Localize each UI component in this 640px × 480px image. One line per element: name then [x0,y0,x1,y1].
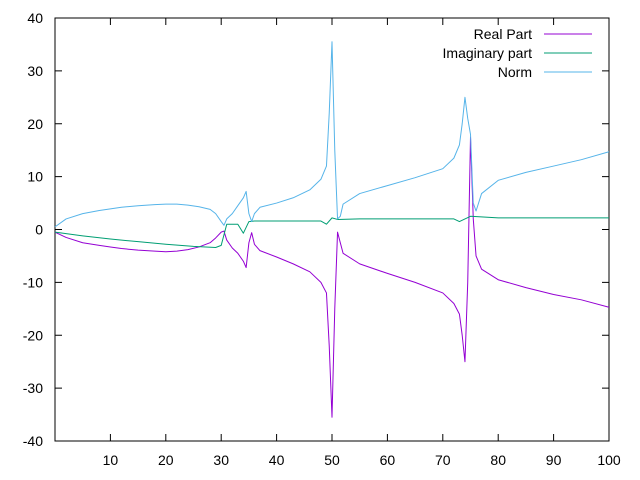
y-tick-label: -10 [23,274,43,290]
x-tick-label: 20 [158,452,174,468]
plot-frame [54,17,610,442]
legend: Real Part Imaginary part Norm [443,26,592,80]
y-tick-label: 30 [27,63,43,79]
y-tick-label: 20 [27,116,43,132]
series-layer [54,41,610,418]
x-tick-label: 60 [380,452,396,468]
x-tick-label: 80 [490,452,506,468]
legend-label: Norm [498,64,532,80]
y-tick-label: 40 [27,10,43,26]
y-tick-label: 0 [35,222,43,238]
legend-label: Real Part [474,26,532,42]
series-line-2 [54,41,610,228]
y-tick-label: -20 [23,327,43,343]
x-tick-label: 100 [597,452,621,468]
series-line-0 [54,136,610,418]
y-tick-label: -40 [23,433,43,449]
y-tick-label: 10 [27,169,43,185]
x-tick-label: 90 [546,452,562,468]
x-tick-label: 50 [324,452,340,468]
x-tick-label: 40 [269,452,285,468]
x-tick-label: 70 [435,452,451,468]
axis-ticks: -40 -30 -20 -10 0 10 20 30 40 10 20 30 40 50 60 70 80 90 1… [23,10,621,468]
series-line-1 [54,215,609,248]
x-tick-label: 30 [213,452,229,468]
legend-label: Imaginary part [443,45,533,61]
y-tick-label: -30 [23,380,43,396]
x-tick-label: 10 [103,452,119,468]
